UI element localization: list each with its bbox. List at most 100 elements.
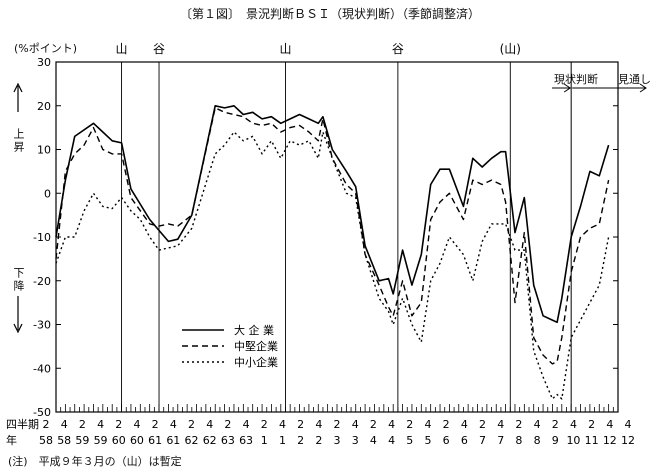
legend-label-2: 中堅企業 <box>234 339 278 353</box>
x-tick-label-year: 8 <box>534 434 541 447</box>
x-tick-label-year: 2 <box>315 434 322 447</box>
x-tick-label-quarter: 2 <box>261 418 268 431</box>
x-tick-label-quarter: 4 <box>170 418 177 431</box>
phase-label: 谷 <box>153 42 165 56</box>
x-tick-label-year: 3 <box>334 434 341 447</box>
x-tick-label-year: 10 <box>566 434 580 447</box>
x-tick-label-quarter: 4 <box>206 418 213 431</box>
series-line-3 <box>55 131 610 400</box>
x-tick-label-year: 62 <box>203 434 217 447</box>
x-tick-label-quarter: 2 <box>479 418 486 431</box>
x-tick-label-quarter: 4 <box>461 418 468 431</box>
x-tick-label-year: 58 <box>57 434 71 447</box>
y-tick-label: 0 <box>44 187 51 200</box>
plot-frame <box>55 61 619 413</box>
y-tick-label: -50 <box>33 406 51 419</box>
x-tick-label-quarter: 4 <box>388 418 395 431</box>
x-tick-label-quarter: 2 <box>370 418 377 431</box>
x-tick-label-year: 61 <box>166 434 180 447</box>
x-tick-label-year: 6 <box>461 434 468 447</box>
x-tick-label-year: 12 <box>603 434 617 447</box>
phase-label: (山) <box>500 42 521 56</box>
x-tick-label-quarter: 4 <box>570 418 577 431</box>
x-tick-label-year: 8 <box>515 434 522 447</box>
x-tick-label-year: 5 <box>406 434 413 447</box>
forecast-arrow-icon <box>639 83 647 93</box>
x-tick-label-quarter: 2 <box>443 418 450 431</box>
x-tick-label-quarter: 4 <box>497 418 504 431</box>
x-tick-label-year: 9 <box>552 434 559 447</box>
x-tick-label-year: 61 <box>148 434 162 447</box>
axes: 3020100-10-20-30-40-50四半期年25845825945926… <box>6 42 647 447</box>
x-tick-label-year: 59 <box>94 434 108 447</box>
y-tick-label: -40 <box>33 362 51 375</box>
y-tick-label: 10 <box>37 144 51 157</box>
x-tick-label-year: 11 <box>585 434 599 447</box>
series-line-1 <box>55 105 610 324</box>
y-tick-label: 30 <box>37 56 51 69</box>
x-tick-label-year: 3 <box>352 434 359 447</box>
x-tick-label-quarter: 4 <box>97 418 104 431</box>
legend-label-1: 大 企 業 <box>234 323 274 337</box>
x-tick-label-year: 63 <box>221 434 235 447</box>
x-tick-label-quarter: 4 <box>534 418 541 431</box>
x-tick-label-quarter: 2 <box>515 418 522 431</box>
x-tick-label-year: 60 <box>130 434 144 447</box>
y-tick-label: -20 <box>33 275 51 288</box>
x-tick-label-year: 4 <box>388 434 395 447</box>
x-tick-label-year: 1 <box>261 434 268 447</box>
x-tick-label-quarter: 4 <box>606 418 613 431</box>
x-tick-label-year: 7 <box>497 434 504 447</box>
x-tick-label-quarter: 2 <box>79 418 86 431</box>
forecast-label: 見通し <box>618 73 651 86</box>
x-tick-label-quarter: 4 <box>243 418 250 431</box>
legend-label-3: 中小企業 <box>234 355 278 369</box>
x-tick-label-quarter: 4 <box>279 418 286 431</box>
x-tick-label-year: 7 <box>479 434 486 447</box>
y-tick-label: -10 <box>33 231 51 244</box>
x-tick-label-year: 63 <box>239 434 253 447</box>
current-arrow-icon <box>563 83 572 93</box>
x-tick-label-quarter: 2 <box>552 418 559 431</box>
x-tick-label-quarter: 4 <box>315 418 322 431</box>
x-row-year-title: 年 <box>6 433 17 447</box>
x-tick-label-quarter: 2 <box>588 418 595 431</box>
y-tick-label: -30 <box>33 319 51 332</box>
x-tick-label-quarter: 2 <box>115 418 122 431</box>
x-tick-label-quarter: 2 <box>334 418 341 431</box>
phase-label: 山 <box>116 42 128 56</box>
x-tick-label-quarter: 2 <box>188 418 195 431</box>
x-tick-label-quarter: 4 <box>352 418 359 431</box>
x-tick-label-quarter: 2 <box>406 418 413 431</box>
y-tick-label: 20 <box>37 100 51 113</box>
x-tick-label-year: 58 <box>39 434 53 447</box>
series-line-2 <box>55 107 610 365</box>
x-tick-label-year: 12 <box>621 434 635 447</box>
up-label: 上昇 <box>12 128 25 154</box>
x-tick-label-quarter: 2 <box>297 418 304 431</box>
x-tick-label-year: 4 <box>370 434 377 447</box>
x-tick-label-year: 62 <box>185 434 199 447</box>
down-label: 下降 <box>12 267 25 293</box>
x-tick-label-year: 5 <box>424 434 431 447</box>
chart-title: 〔第１図〕 景況判断ＢＳＩ（現状判断）（季節調整済） <box>179 7 480 21</box>
x-tick-label-year: 60 <box>112 434 126 447</box>
up-arrow-icon <box>13 82 23 93</box>
footnote: (注) 平成９年３月の（山）は暫定 <box>8 455 182 468</box>
x-tick-label-quarter: 2 <box>152 418 159 431</box>
phase-label: 谷 <box>392 42 404 56</box>
x-tick-label-quarter: 2 <box>224 418 231 431</box>
x-tick-label-quarter: 4 <box>625 418 632 431</box>
down-arrow-icon <box>13 323 23 334</box>
x-tick-label-year: 59 <box>75 434 89 447</box>
current-judgement-label: 現状判断 <box>554 73 598 86</box>
x-tick-label-year: 1 <box>279 434 286 447</box>
phase-label: 山 <box>279 42 291 56</box>
x-row-quarter-title: 四半期 <box>6 417 39 431</box>
chart-marks <box>55 105 610 400</box>
x-tick-label-quarter: 4 <box>133 418 140 431</box>
x-tick-label-year: 2 <box>297 434 304 447</box>
y-unit-label: (%ポイント) <box>14 42 78 55</box>
